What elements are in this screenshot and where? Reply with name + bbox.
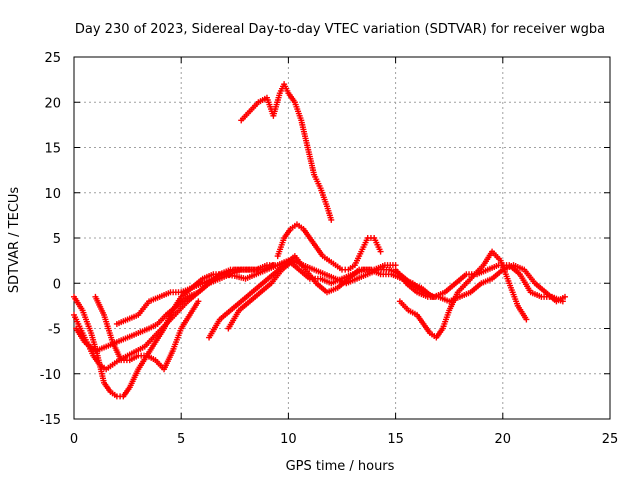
axis-ticks: 0 5 10 15 20 25 -15 -10 -5 0 5 10 15 20 25 [40,51,619,447]
y-tick-label: 20 [44,96,61,111]
y-tick-label: -5 [48,323,61,338]
y-tick-label: -15 [40,413,61,428]
series-track-8 [274,221,384,273]
x-axis-label: GPS time / hours [286,459,395,474]
series-track-11 [238,81,335,223]
y-tick-label: -10 [40,368,61,383]
data-point [377,248,384,255]
x-tick-label: 20 [495,432,512,447]
data-point [523,316,530,323]
y-tick-label: 5 [53,232,61,247]
data-point [561,293,568,300]
x-tick-label: 15 [387,432,404,447]
data-point [328,216,335,223]
data-point [195,298,202,305]
y-tick-label: 10 [44,187,61,202]
y-tick-label: 15 [44,142,61,157]
y-axis-label: SDTVAR / TECUs [7,187,22,294]
chart-title: Day 230 of 2023, Sidereal Day-to-day VTE… [75,22,605,37]
y-tick-label: 25 [44,51,61,66]
series-track-4 [92,293,202,373]
x-tick-label: 25 [602,432,619,447]
x-tick-label: 0 [70,432,78,447]
series-track-10 [392,262,568,305]
x-tick-label: 10 [280,432,297,447]
y-tick-label: 0 [53,277,61,292]
grid [74,57,610,419]
x-tick-label: 5 [177,432,185,447]
data-points [71,81,568,400]
